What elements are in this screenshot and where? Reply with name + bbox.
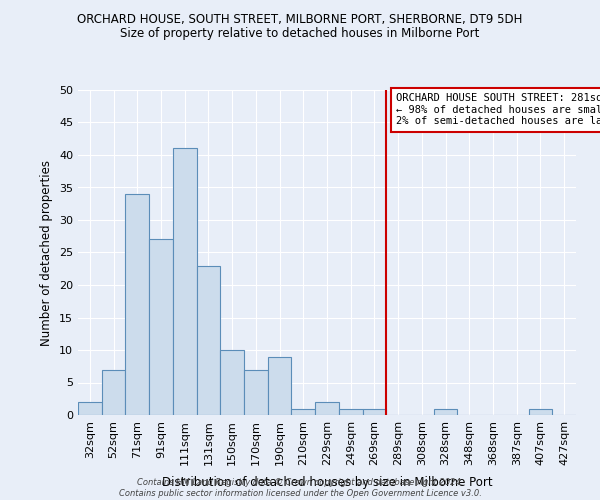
Bar	[125, 194, 149, 415]
X-axis label: Distribution of detached houses by size in Milborne Port: Distribution of detached houses by size …	[161, 476, 493, 489]
Bar	[362, 408, 386, 415]
Bar	[173, 148, 197, 415]
Text: Size of property relative to detached houses in Milborne Port: Size of property relative to detached ho…	[121, 28, 479, 40]
Text: ORCHARD HOUSE, SOUTH STREET, MILBORNE PORT, SHERBORNE, DT9 5DH: ORCHARD HOUSE, SOUTH STREET, MILBORNE PO…	[77, 12, 523, 26]
Text: ORCHARD HOUSE SOUTH STREET: 281sqm
← 98% of detached houses are smaller (163)
2%: ORCHARD HOUSE SOUTH STREET: 281sqm ← 98%…	[396, 93, 600, 126]
Text: Contains HM Land Registry data © Crown copyright and database right 2024.
Contai: Contains HM Land Registry data © Crown c…	[119, 478, 481, 498]
Bar	[220, 350, 244, 415]
Bar	[78, 402, 102, 415]
Bar	[244, 370, 268, 415]
Bar	[339, 408, 362, 415]
Bar	[268, 356, 292, 415]
Bar	[197, 266, 220, 415]
Bar	[529, 408, 552, 415]
Y-axis label: Number of detached properties: Number of detached properties	[40, 160, 53, 346]
Bar	[102, 370, 125, 415]
Bar	[315, 402, 339, 415]
Bar	[434, 408, 457, 415]
Bar	[292, 408, 315, 415]
Bar	[149, 240, 173, 415]
